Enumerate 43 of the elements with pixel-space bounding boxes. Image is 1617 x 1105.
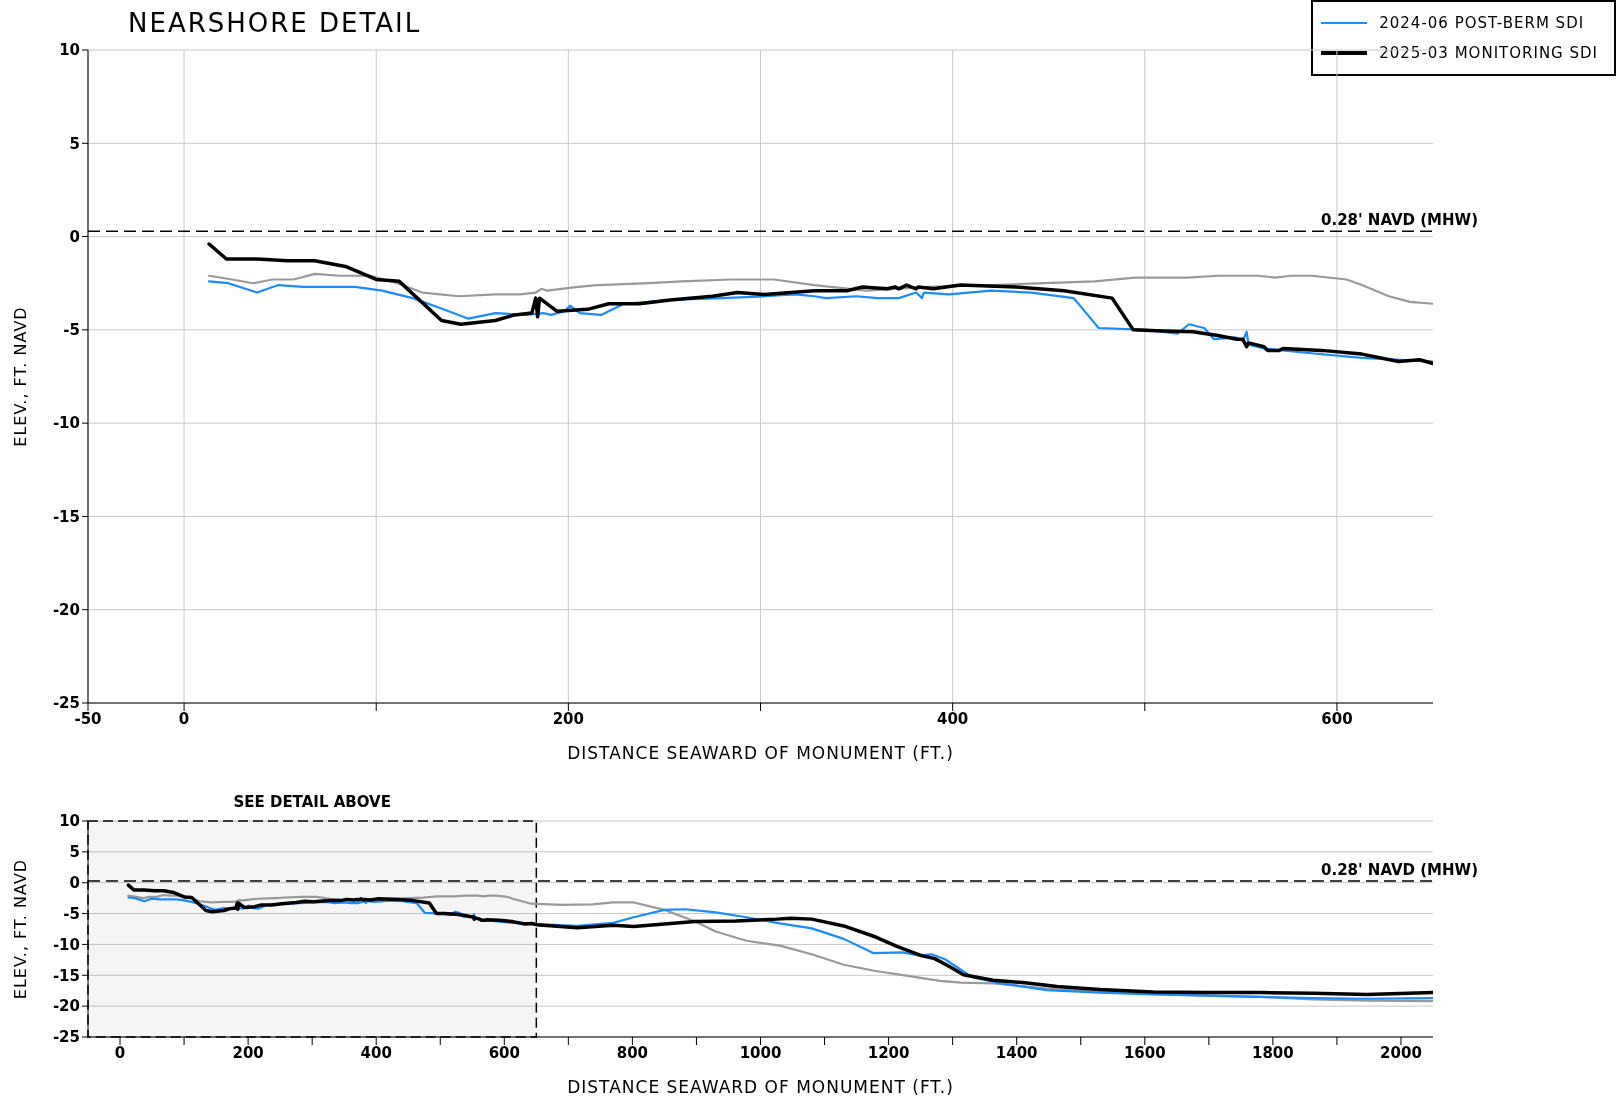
y-tick-label: 5: [69, 134, 80, 153]
x-tick-label: 1000: [739, 1043, 782, 1062]
x-tick-label: 200: [552, 709, 585, 728]
x-tick-label: 2000: [1380, 1043, 1422, 1062]
ref-line-label: 0.28' NAVD (MHW): [1321, 860, 1478, 879]
legend-label: 2025-03 MONITORING SDI: [1379, 44, 1598, 62]
x-axis-title: DISTANCE SEAWARD OF MONUMENT (FT.): [567, 1077, 954, 1097]
y-axis-title: ELEV., FT. NAVD: [10, 858, 30, 1000]
x-tick-label: 0: [114, 1043, 126, 1062]
line-series: [207, 272, 1433, 305]
x-axis-title: DISTANCE SEAWARD OF MONUMENT (FT.): [567, 743, 954, 763]
x-tick-label: 400: [936, 709, 969, 728]
band-label: SEE DETAIL ABOVE: [233, 793, 391, 811]
x-tick-label: 200: [232, 1043, 264, 1062]
y-tick-label: -5: [63, 321, 80, 340]
y-tick-label: -25: [52, 1028, 80, 1047]
y-axis-title: ELEV., FT. NAVD: [10, 306, 30, 447]
y-tick-label: -10: [52, 414, 80, 433]
y-tick-label: -20: [52, 997, 80, 1016]
x-tick-label: 800: [616, 1043, 649, 1062]
x-tick-label: 1400: [995, 1043, 1038, 1062]
line-series: [207, 280, 1433, 363]
y-tick-label: 0: [69, 227, 80, 246]
y-tick-label: -15: [52, 507, 80, 526]
legend-label: 2024-06 POST-BERM SDI: [1379, 14, 1585, 32]
x-tick-label: 400: [360, 1043, 392, 1062]
y-tick-label: -15: [52, 966, 80, 985]
x-tick-label: 1200: [867, 1043, 910, 1062]
chart-title: NEARSHORE DETAIL: [128, 8, 422, 38]
x-tick-label: 0: [178, 709, 190, 728]
y-tick-label: -5: [63, 904, 80, 923]
line-series: [207, 242, 1433, 366]
ref-line-label: 0.28' NAVD (MHW): [1321, 211, 1478, 230]
x-tick-label: 600: [488, 1043, 520, 1062]
y-tick-label: 5: [69, 843, 80, 862]
x-tick-label: 1800: [1252, 1043, 1294, 1062]
y-tick-label: 10: [59, 41, 80, 60]
y-tick-label: 0: [69, 874, 80, 893]
y-tick-label: 10: [59, 812, 80, 831]
x-tick-label: 600: [1321, 709, 1353, 728]
x-tick-label: 1600: [1123, 1043, 1166, 1062]
y-tick-label: -10: [52, 935, 80, 954]
y-tick-label: -20: [52, 601, 80, 620]
